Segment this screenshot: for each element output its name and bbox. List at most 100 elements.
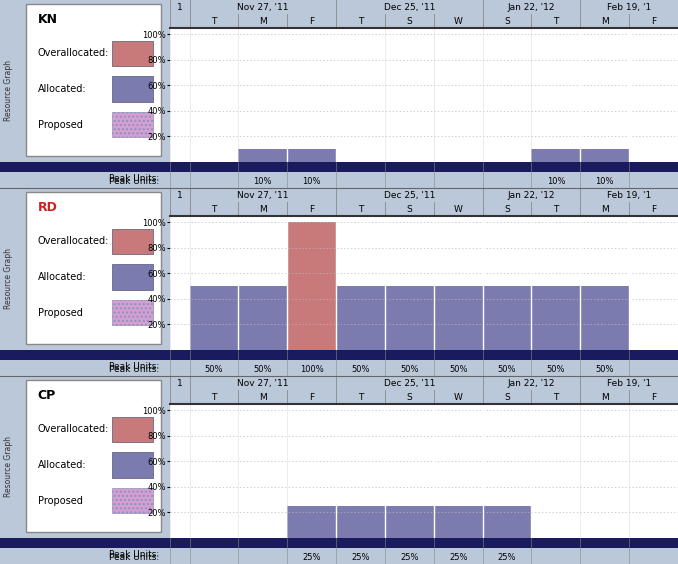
Text: S: S [504,17,510,26]
Text: Resource Graph: Resource Graph [5,60,14,121]
Bar [170,538,678,548]
Text: F: F [309,17,314,26]
Text: 1: 1 [177,3,182,12]
Bar [287,506,336,538]
Bar [170,350,678,360]
Text: F: F [309,205,314,214]
Bar [0,538,18,548]
Text: 25%: 25% [449,553,467,562]
Bar [532,286,580,350]
Text: Jan 22, '12: Jan 22, '12 [508,3,555,12]
Text: Dec 25, '11: Dec 25, '11 [384,191,435,200]
Text: Feb 19, '1: Feb 19, '1 [607,191,652,200]
Bar [385,506,434,538]
Text: M: M [601,205,609,214]
Text: 25%: 25% [351,553,370,562]
Text: W: W [454,17,462,26]
Text: Nov 27, '11: Nov 27, '11 [237,3,289,12]
Text: Allocated:: Allocated: [38,460,86,470]
FancyBboxPatch shape [26,380,161,532]
Bar [580,286,629,350]
Text: W: W [454,393,462,402]
Bar [113,452,153,478]
Text: S: S [504,393,510,402]
Text: Overallocated:: Overallocated: [38,236,109,246]
Text: 50%: 50% [351,365,370,374]
Text: T: T [212,17,217,26]
Text: T: T [358,205,363,214]
Text: Overallocated:: Overallocated: [38,424,109,434]
Bar [336,286,385,350]
Text: Feb 19, '1: Feb 19, '1 [607,3,652,12]
Bar [239,286,287,350]
Text: 50%: 50% [595,365,614,374]
Text: KN: KN [38,13,58,26]
Text: 10%: 10% [546,177,565,186]
Bar [170,162,678,173]
Text: Peak Units:: Peak Units: [109,177,159,186]
Text: Jan 22, '12: Jan 22, '12 [508,379,555,388]
Bar [113,488,153,513]
Text: 25%: 25% [302,553,321,562]
Text: F: F [309,393,314,402]
Text: S: S [407,393,412,402]
Bar [434,286,483,350]
Text: 25%: 25% [498,553,516,562]
Text: M: M [259,17,266,26]
Bar [113,265,153,290]
Text: Overallocated:: Overallocated: [38,49,109,58]
Text: 50%: 50% [546,365,565,374]
Text: W: W [454,205,462,214]
Bar [113,300,153,325]
Text: M: M [259,205,266,214]
Text: M: M [601,393,609,402]
Text: Proposed: Proposed [38,496,83,506]
Text: 25%: 25% [400,553,418,562]
Bar [287,149,336,162]
Text: S: S [407,17,412,26]
Text: 50%: 50% [498,365,516,374]
Text: 1: 1 [177,379,182,388]
Text: 50%: 50% [449,365,467,374]
Bar [113,76,153,102]
Text: Dec 25, '11: Dec 25, '11 [384,3,435,12]
Text: M: M [259,393,266,402]
Text: T: T [358,393,363,402]
Text: F: F [651,393,656,402]
Text: 100%: 100% [300,365,323,374]
Text: F: F [651,205,656,214]
Text: T: T [553,393,559,402]
Text: S: S [504,205,510,214]
Text: Resource Graph: Resource Graph [5,248,14,309]
Text: T: T [212,205,217,214]
Bar [190,286,239,350]
Text: T: T [358,17,363,26]
Text: CP: CP [38,389,56,402]
FancyBboxPatch shape [26,192,161,345]
Text: Proposed: Proposed [38,308,83,318]
Text: Feb 19, '1: Feb 19, '1 [607,379,652,388]
Text: 50%: 50% [205,365,223,374]
Text: Nov 27, '11: Nov 27, '11 [237,379,289,388]
Text: F: F [651,17,656,26]
Bar [18,350,170,360]
Text: S: S [407,205,412,214]
Bar [18,538,170,548]
Text: Proposed: Proposed [38,120,83,130]
Text: 10%: 10% [254,177,272,186]
Text: 50%: 50% [254,365,272,374]
Text: Peak Units:: Peak Units: [109,363,159,372]
Bar [113,41,153,66]
Text: Jan 22, '12: Jan 22, '12 [508,191,555,200]
Text: Peak Units:: Peak Units: [109,553,159,562]
Text: T: T [212,393,217,402]
Bar [113,112,153,138]
Bar [239,149,287,162]
Text: Peak Units:: Peak Units: [109,550,159,559]
Bar [0,162,18,173]
Text: T: T [553,205,559,214]
Bar [287,222,336,350]
Text: T: T [553,17,559,26]
Text: 1: 1 [177,191,182,200]
Text: M: M [601,17,609,26]
